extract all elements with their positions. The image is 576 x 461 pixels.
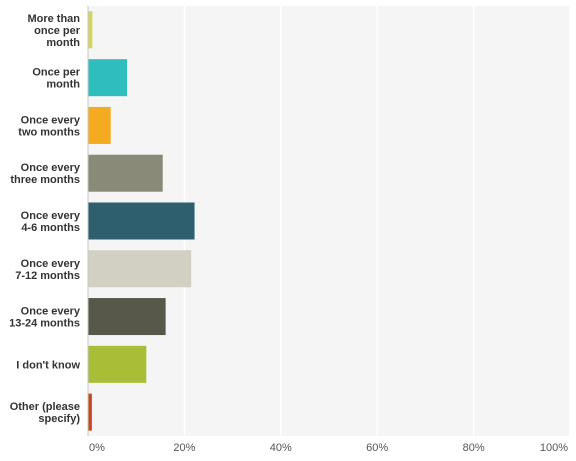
category-label: Once every 4-6 months <box>21 210 81 234</box>
x-tick-label: 60% <box>366 442 388 454</box>
bar <box>88 154 163 192</box>
bar <box>88 345 147 383</box>
bar <box>88 393 92 431</box>
category-label: Once every three months <box>10 162 81 186</box>
category-label: Once every 7-12 months <box>15 258 81 282</box>
bar <box>88 202 195 240</box>
category-label: I don't know <box>16 359 80 371</box>
x-tick-label: 20% <box>173 442 195 454</box>
category-label: Once every two months <box>18 114 81 138</box>
x-tick-label: 0% <box>89 442 105 454</box>
bar <box>88 250 192 288</box>
gridlines <box>183 6 571 436</box>
category-label: Once every 13-24 months <box>9 306 81 330</box>
bar <box>88 11 93 49</box>
x-tick-labels: 0% 20% 40% 60% 80% 100% <box>89 442 568 454</box>
x-tick-label: 80% <box>463 442 485 454</box>
category-label: Once per month <box>32 67 80 91</box>
x-tick-label: 40% <box>270 442 292 454</box>
category-label: More than once per month <box>27 13 80 49</box>
bar <box>88 59 128 97</box>
category-label: Other (please specify) <box>10 401 81 425</box>
x-tick-label: 100% <box>540 442 568 454</box>
bar <box>88 298 166 336</box>
bars <box>88 11 195 431</box>
bar <box>88 106 111 144</box>
category-labels: More than once per month Once per month Once … <box>9 13 81 425</box>
